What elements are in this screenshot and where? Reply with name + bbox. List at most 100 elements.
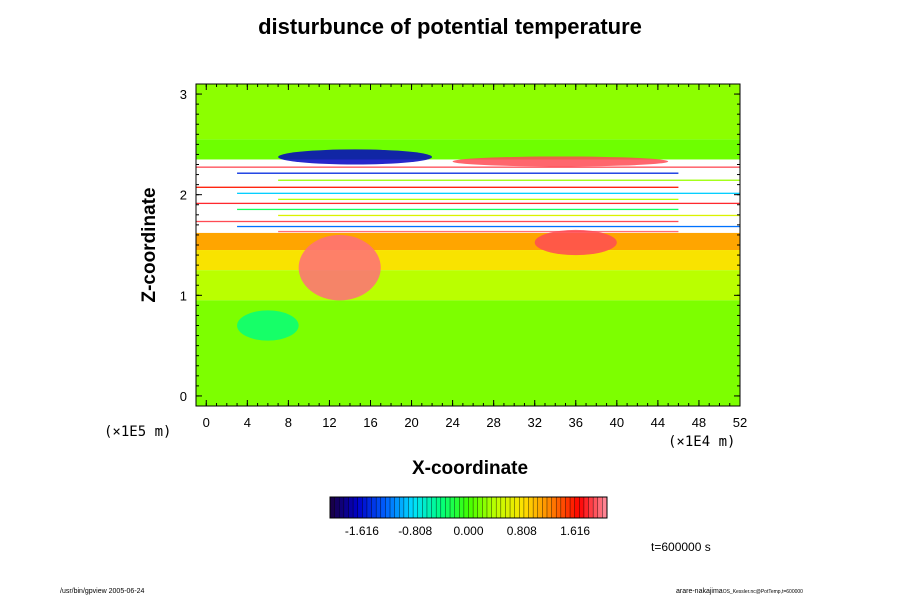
colorbar-swatch bbox=[546, 497, 552, 518]
z-axis-unit: (×1E5 m) bbox=[104, 424, 172, 440]
time-annotation: t=600000 s bbox=[651, 540, 711, 554]
colorbar-swatch bbox=[454, 497, 460, 518]
field-feature-warm-layer bbox=[452, 156, 669, 167]
colorbar-swatch bbox=[482, 497, 488, 518]
colorbar-swatch bbox=[597, 497, 603, 518]
field-streak bbox=[278, 198, 679, 201]
colorbar-frame bbox=[329, 496, 608, 519]
footer-command: /usr/bin/gpview 2005-06-24 bbox=[60, 588, 145, 595]
x-tick-label: 48 bbox=[692, 415, 706, 430]
colorbar-swatch bbox=[339, 497, 345, 518]
colorbar-swatch bbox=[588, 497, 594, 518]
field-band-4 bbox=[196, 250, 740, 271]
x-axis-label: X-coordinate bbox=[411, 458, 529, 479]
y-tick-label: 1 bbox=[180, 288, 187, 303]
x-axis-unit: (×1E4 m) bbox=[668, 434, 736, 450]
colorbar-swatch bbox=[450, 497, 455, 518]
colorbar-swatch bbox=[459, 497, 465, 518]
colorbar-swatch bbox=[426, 497, 432, 518]
colorbar-swatch bbox=[362, 497, 368, 518]
field-streak bbox=[237, 172, 679, 174]
x-tick-label: 36 bbox=[569, 415, 583, 430]
field-streak bbox=[278, 214, 740, 217]
colorbar-swatch bbox=[523, 497, 529, 518]
field-streak bbox=[196, 220, 679, 223]
colorbar-swatch bbox=[579, 497, 585, 518]
field-feature-cool-patch bbox=[237, 310, 299, 341]
colorbar-swatch bbox=[463, 497, 469, 518]
field-streak bbox=[237, 192, 740, 194]
colorbar-swatch bbox=[537, 497, 543, 518]
footer-author: arare-nakajima bbox=[676, 588, 723, 595]
field-feature-warm-patch bbox=[534, 229, 617, 256]
colorbar-swatch bbox=[408, 497, 414, 518]
colorbar-swatch bbox=[380, 497, 386, 518]
x-tick-label: 0 bbox=[203, 415, 210, 430]
x-tick-label: 4 bbox=[244, 415, 251, 430]
x-tick-label: 28 bbox=[486, 415, 500, 430]
colorbar-swatch bbox=[491, 497, 497, 518]
colorbar-swatch bbox=[528, 497, 534, 518]
colorbar-swatch bbox=[477, 497, 483, 518]
colorbar-swatch bbox=[533, 497, 539, 518]
field-band-3 bbox=[196, 232, 740, 251]
colorbar-tick-label: -0.808 bbox=[398, 524, 432, 538]
colorbar-swatch bbox=[500, 497, 506, 518]
colorbar-swatch bbox=[366, 497, 372, 518]
footer-source: arare-nakajimaOS_Kessler.nc@PotTemp,t=60… bbox=[676, 588, 803, 595]
x-tick-label: 8 bbox=[285, 415, 292, 430]
field-band-2 bbox=[196, 159, 740, 233]
colorbar-swatch bbox=[334, 497, 340, 518]
colorbar-swatch bbox=[357, 497, 363, 518]
colorbar-swatch bbox=[602, 497, 608, 518]
colorbar-swatch bbox=[394, 497, 400, 518]
colorbar-swatch bbox=[385, 497, 391, 518]
colorbar-swatch bbox=[403, 497, 409, 518]
colorbar-tick-label: 1.616 bbox=[560, 524, 590, 538]
x-tick-label: 40 bbox=[610, 415, 624, 430]
field-band-0 bbox=[196, 84, 740, 140]
colorbar-swatch bbox=[473, 497, 479, 518]
colorbar-swatch bbox=[440, 497, 446, 518]
heatmap-field bbox=[196, 84, 740, 406]
colorbar-swatch bbox=[468, 497, 474, 518]
colorbar-swatch bbox=[348, 497, 354, 518]
colorbar-tick-label: 0.808 bbox=[507, 524, 537, 538]
colorbar-swatch bbox=[551, 497, 557, 518]
colorbar-swatch bbox=[593, 497, 599, 518]
field-streak bbox=[196, 202, 740, 205]
footer-file: OS_Kessler.nc@PotTemp,t=600000 bbox=[722, 589, 803, 595]
x-tick-label: 52 bbox=[733, 415, 747, 430]
y-tick-label: 3 bbox=[180, 87, 187, 102]
colorbar-swatch bbox=[390, 497, 395, 518]
colorbar-swatch bbox=[542, 497, 548, 518]
x-tick-label: 32 bbox=[527, 415, 541, 430]
field-streak bbox=[237, 208, 679, 211]
colorbar-swatch bbox=[574, 497, 580, 518]
colorbar-swatch bbox=[565, 497, 571, 518]
y-tick-label: 2 bbox=[180, 188, 187, 203]
field-feature-warm-plume bbox=[298, 234, 381, 301]
field-streak bbox=[237, 225, 740, 228]
colorbar-tick-label: -1.616 bbox=[345, 524, 379, 538]
colorbar-swatch bbox=[417, 497, 423, 518]
colorbar-swatch bbox=[583, 497, 589, 518]
field-band-5 bbox=[196, 270, 740, 301]
field-streak bbox=[196, 186, 679, 188]
colorbar: -1.616 -0.808 0.000 0.808 1.616 bbox=[329, 496, 608, 538]
field-streak bbox=[278, 179, 740, 181]
x-tick-label: 24 bbox=[445, 415, 459, 430]
colorbar-swatch bbox=[560, 497, 566, 518]
x-tick-label: 44 bbox=[651, 415, 665, 430]
colorbar-swatch bbox=[422, 497, 428, 518]
colorbar-swatch bbox=[519, 497, 525, 518]
colorbar-swatch bbox=[570, 497, 575, 518]
field-streak bbox=[278, 230, 679, 233]
field-streak bbox=[196, 166, 740, 168]
colorbar-swatch bbox=[514, 497, 520, 518]
field-feature-cold-patch bbox=[278, 149, 433, 165]
colorbar-swatch bbox=[376, 497, 382, 518]
colorbar-swatch bbox=[436, 497, 442, 518]
